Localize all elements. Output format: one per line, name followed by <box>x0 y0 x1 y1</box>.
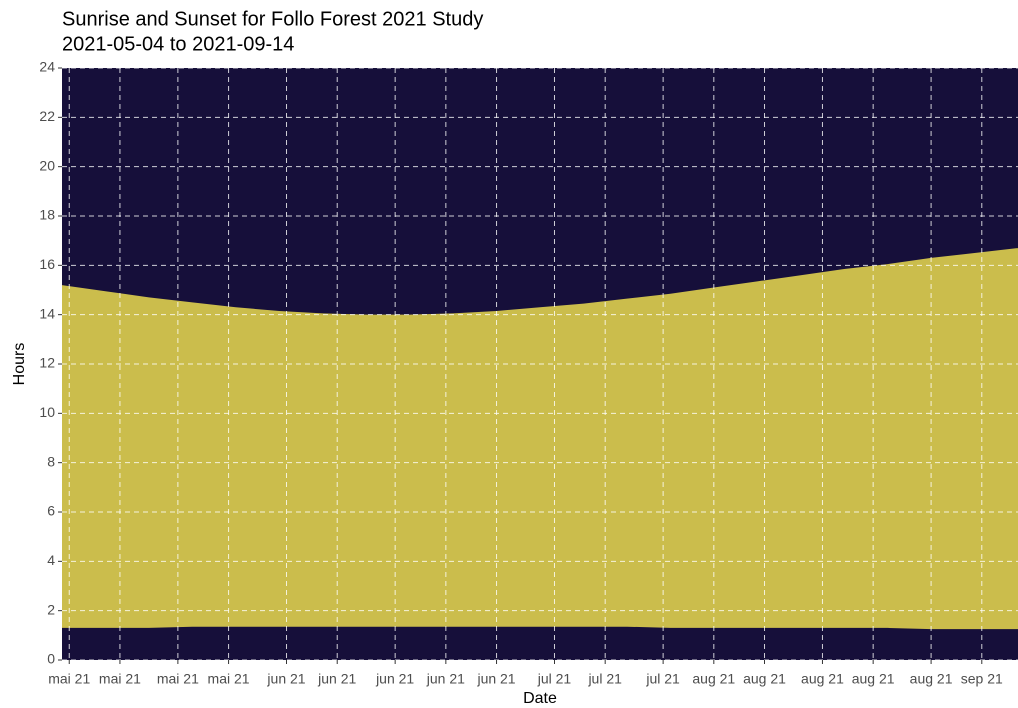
y-tick-label: 18 <box>39 207 55 223</box>
y-tick-label: 16 <box>39 256 55 272</box>
y-tick-label: 24 <box>39 59 55 75</box>
x-tick-label: jun 21 <box>375 671 414 687</box>
y-tick-label: 10 <box>39 404 55 420</box>
x-tick-label: aug 21 <box>692 671 735 687</box>
y-tick-label: 12 <box>39 355 55 371</box>
y-tick-label: 22 <box>39 108 55 124</box>
y-tick-label: 8 <box>47 453 55 469</box>
x-tick-label: aug 21 <box>852 671 895 687</box>
chart-subtitle: 2021-05-04 to 2021-09-14 <box>62 33 294 55</box>
x-tick-label: sep 21 <box>961 671 1003 687</box>
x-tick-label: jul 21 <box>537 671 572 687</box>
daylight-ribbon <box>62 248 1018 630</box>
x-tick-label: mai 21 <box>157 671 199 687</box>
chart-title: Sunrise and Sunset for Follo Forest 2021… <box>62 8 483 30</box>
y-tick-label: 6 <box>47 503 55 519</box>
x-tick-label: jul 21 <box>645 671 680 687</box>
x-tick-label: mai 21 <box>208 671 250 687</box>
x-tick-label: jun 21 <box>476 671 515 687</box>
x-tick-label: mai 21 <box>99 671 141 687</box>
x-tick-label: jun 21 <box>266 671 305 687</box>
x-tick-label: aug 21 <box>801 671 844 687</box>
x-axis-label: Date <box>523 690 557 707</box>
x-tick-label: jul 21 <box>587 671 622 687</box>
x-tick-label: mai 21 <box>48 671 90 687</box>
x-tick-label: aug 21 <box>910 671 953 687</box>
y-tick-label: 0 <box>47 651 55 667</box>
x-tick-label: jun 21 <box>317 671 356 687</box>
x-tick-label: jun 21 <box>426 671 465 687</box>
x-tick-label: aug 21 <box>743 671 786 687</box>
y-tick-label: 2 <box>47 601 55 617</box>
y-tick-label: 4 <box>47 552 55 568</box>
y-axis-label: Hours <box>11 343 28 386</box>
y-tick-label: 20 <box>39 157 55 173</box>
y-tick-label: 14 <box>39 305 55 321</box>
